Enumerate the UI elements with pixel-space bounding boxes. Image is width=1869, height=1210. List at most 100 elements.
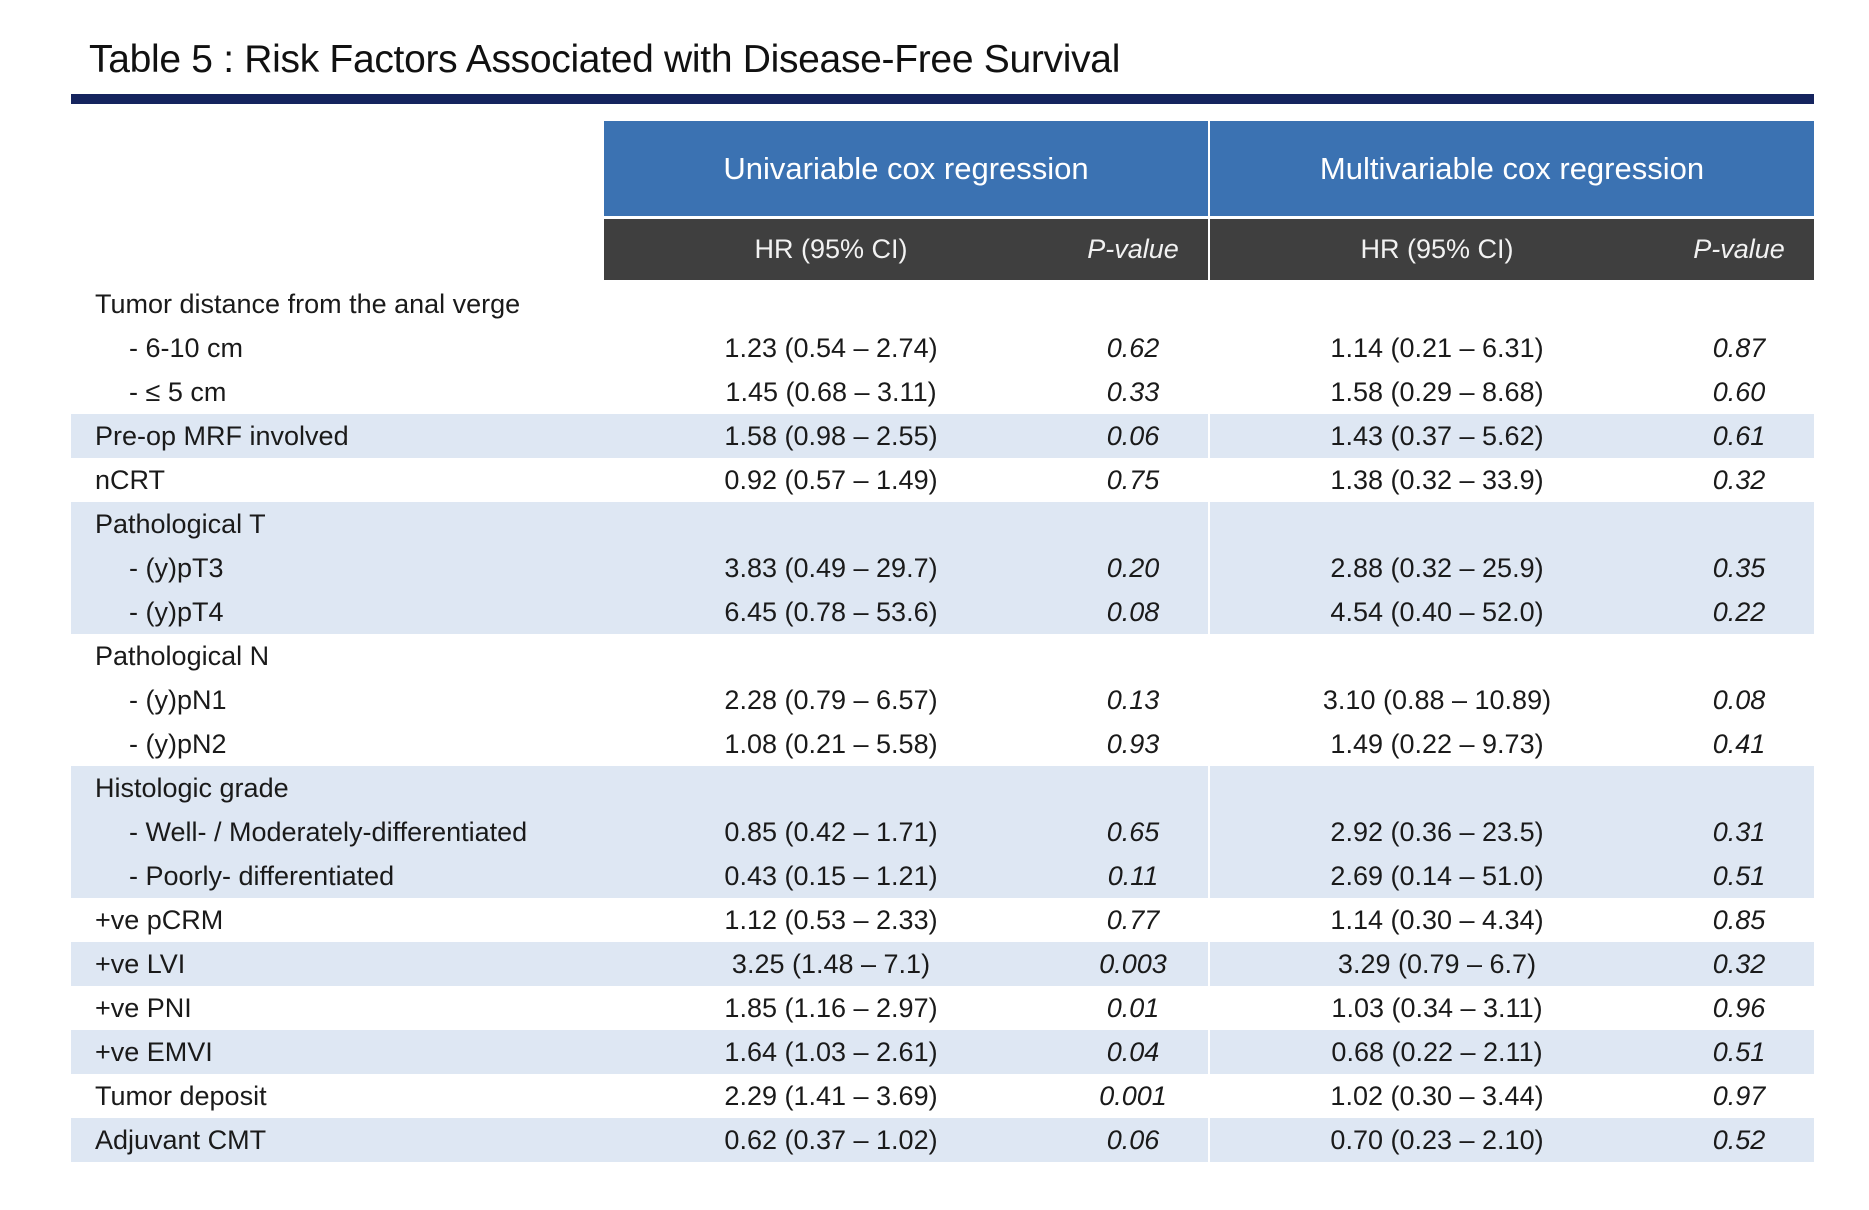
row-label: - ≤ 5 cm bbox=[129, 376, 227, 407]
group-divider bbox=[1208, 121, 1210, 1162]
row-label: Pathological T bbox=[95, 508, 266, 539]
uni-hr-cell: 0.43 (0.15 – 1.21) bbox=[724, 860, 938, 891]
row-label: - (y)pN1 bbox=[129, 684, 227, 715]
multi-p-cell: 0.32 bbox=[1712, 948, 1766, 979]
multi-hr-cell: 1.14 (0.30 – 4.34) bbox=[1330, 904, 1544, 935]
multi-p-cell: 0.52 bbox=[1712, 1124, 1766, 1155]
multi-hr-cell bbox=[1210, 766, 1664, 810]
row-label: Pathological N bbox=[95, 640, 270, 671]
row-label: Adjuvant CMT bbox=[95, 1124, 267, 1155]
multi-hr-cell: 1.58 (0.29 – 8.68) bbox=[1330, 376, 1544, 407]
multi-hr-cell: 2.88 (0.32 – 25.9) bbox=[1330, 552, 1544, 583]
uni-hr-cell: 1.12 (0.53 – 2.33) bbox=[724, 904, 938, 935]
multi-p-cell: 0.60 bbox=[1712, 376, 1766, 407]
uni-p-cell bbox=[1058, 766, 1208, 810]
multi-p-cell: 0.32 bbox=[1712, 464, 1766, 495]
uni-hr-column-header: HR (95% CI) bbox=[754, 234, 908, 264]
table-row: - (y)pT4 6.45 (0.78 – 53.6) 0.08 4.54 (0.40… bbox=[71, 590, 1814, 634]
table-row: nCRT 0.92 (0.57 – 1.49) 0.75 1.38 (0.32 – 3… bbox=[71, 458, 1814, 502]
uni-hr-cell: 0.85 (0.42 – 1.71) bbox=[724, 816, 938, 847]
uni-p-cell: 0.003 bbox=[1099, 948, 1167, 979]
table-body: Tumor distance from the anal verge - 6-10… bbox=[71, 282, 1814, 1162]
row-label: Tumor distance from the anal verge bbox=[95, 288, 521, 319]
multi-p-cell: 0.51 bbox=[1712, 1036, 1766, 1067]
uni-p-cell bbox=[1058, 634, 1208, 678]
univariable-subheader: HR (95% CI) P-value bbox=[604, 219, 1208, 280]
multi-hr-cell bbox=[1210, 282, 1664, 326]
uni-p-cell bbox=[1058, 282, 1208, 326]
multi-hr-cell: 3.29 (0.79 – 6.7) bbox=[1337, 948, 1537, 979]
uni-hr-cell: 0.92 (0.57 – 1.49) bbox=[724, 464, 938, 495]
uni-p-cell: 0.65 bbox=[1106, 816, 1160, 847]
row-label: +ve LVI bbox=[95, 948, 186, 979]
uni-p-cell: 0.06 bbox=[1106, 420, 1160, 451]
uni-p-cell: 0.13 bbox=[1106, 684, 1160, 715]
row-label: nCRT bbox=[95, 464, 166, 495]
title-rule bbox=[71, 94, 1814, 104]
uni-p-cell: 0.75 bbox=[1106, 464, 1160, 495]
table-row: +ve pCRM 1.12 (0.53 – 2.33) 0.77 1.14 (0.30… bbox=[71, 898, 1814, 942]
multi-p-cell bbox=[1664, 634, 1814, 678]
multi-p-cell: 0.08 bbox=[1712, 684, 1766, 715]
uni-hr-cell: 1.85 (1.16 – 2.97) bbox=[724, 992, 938, 1023]
multi-hr-cell: 1.43 (0.37 – 5.62) bbox=[1330, 420, 1544, 451]
multi-hr-cell: 4.54 (0.40 – 52.0) bbox=[1330, 596, 1544, 627]
table-row: Adjuvant CMT 0.62 (0.37 – 1.02) 0.06 0.70 (… bbox=[71, 1118, 1814, 1162]
multi-hr-cell: 1.38 (0.32 – 33.9) bbox=[1330, 464, 1544, 495]
multivariable-subheader: HR (95% CI) P-value bbox=[1210, 219, 1814, 280]
table-row: - Well- / Moderately-differentiated 0.85 … bbox=[71, 810, 1814, 854]
uni-hr-cell bbox=[604, 634, 1058, 678]
multi-hr-cell: 3.10 (0.88 – 10.89) bbox=[1322, 684, 1552, 715]
row-label: Histologic grade bbox=[95, 772, 289, 803]
uni-p-column-header: P-value bbox=[1087, 234, 1179, 264]
uni-hr-cell: 6.45 (0.78 – 53.6) bbox=[724, 596, 938, 627]
row-label: +ve EMVI bbox=[95, 1036, 213, 1067]
row-label: - (y)pN2 bbox=[129, 728, 227, 759]
table-row: Histologic grade bbox=[71, 766, 1814, 810]
uni-p-cell: 0.77 bbox=[1106, 904, 1160, 935]
uni-p-cell: 0.01 bbox=[1106, 992, 1160, 1023]
multi-hr-column-header: HR (95% CI) bbox=[1360, 234, 1514, 264]
uni-hr-cell: 1.08 (0.21 – 5.58) bbox=[724, 728, 938, 759]
row-label: - Poorly- differentiated bbox=[129, 860, 395, 891]
multi-hr-cell bbox=[1210, 502, 1664, 546]
table-title: Table 5 : Risk Factors Associated with D… bbox=[89, 38, 1121, 81]
uni-hr-cell: 3.83 (0.49 – 29.7) bbox=[724, 552, 938, 583]
multi-hr-cell: 1.14 (0.21 – 6.31) bbox=[1330, 332, 1544, 363]
row-label: - (y)pT4 bbox=[129, 596, 224, 627]
row-label: +ve pCRM bbox=[95, 904, 224, 935]
row-label: - 6-10 cm bbox=[129, 332, 244, 363]
table-row: +ve LVI 3.25 (1.48 – 7.1) 0.003 3.29 (0.79 … bbox=[71, 942, 1814, 986]
uni-p-cell: 0.001 bbox=[1099, 1080, 1167, 1111]
multi-p-cell bbox=[1664, 282, 1814, 326]
multi-p-cell: 0.61 bbox=[1712, 420, 1766, 451]
multi-p-cell bbox=[1664, 766, 1814, 810]
table-row: - Poorly- differentiated 0.43 (0.15 – 1.2… bbox=[71, 854, 1814, 898]
multi-hr-cell: 1.49 (0.22 – 9.73) bbox=[1330, 728, 1544, 759]
table-row: - ≤ 5 cm 1.45 (0.68 – 3.11) 0.33 1.58 (0.29… bbox=[71, 370, 1814, 414]
multi-p-cell: 0.51 bbox=[1712, 860, 1766, 891]
table-row: - (y)pT3 3.83 (0.49 – 29.7) 0.20 2.88 (0.32… bbox=[71, 546, 1814, 590]
multi-hr-cell: 0.70 (0.23 – 2.10) bbox=[1330, 1124, 1544, 1155]
table-row: Tumor deposit 2.29 (1.41 – 3.69) 0.001 1.02… bbox=[71, 1074, 1814, 1118]
multi-p-cell: 0.22 bbox=[1712, 596, 1766, 627]
table-row: +ve PNI 1.85 (1.16 – 2.97) 0.01 1.03 (0.34 … bbox=[71, 986, 1814, 1030]
uni-hr-cell: 1.45 (0.68 – 3.11) bbox=[725, 376, 937, 407]
multi-hr-cell bbox=[1210, 634, 1664, 678]
multi-p-cell: 0.87 bbox=[1712, 332, 1766, 363]
table-row: - 6-10 cm 1.23 (0.54 – 2.74) 0.62 1.14 (0.2… bbox=[71, 326, 1814, 370]
table-row: Pre-op MRF involved 1.58 (0.98 – 2.55) 0.0… bbox=[71, 414, 1814, 458]
row-label: - (y)pT3 bbox=[129, 552, 224, 583]
multi-hr-cell: 0.68 (0.22 – 2.11) bbox=[1331, 1036, 1543, 1067]
multi-hr-cell: 1.02 (0.30 – 3.44) bbox=[1330, 1080, 1544, 1111]
uni-p-cell: 0.33 bbox=[1106, 376, 1160, 407]
uni-hr-cell: 1.64 (1.03 – 2.61) bbox=[724, 1036, 938, 1067]
uni-p-cell: 0.11 bbox=[1107, 860, 1159, 891]
uni-p-cell: 0.20 bbox=[1106, 552, 1160, 583]
multi-p-column-header: P-value bbox=[1693, 234, 1785, 264]
multi-p-cell: 0.96 bbox=[1712, 992, 1766, 1023]
uni-hr-cell: 3.25 (1.48 – 7.1) bbox=[731, 948, 931, 979]
uni-hr-cell: 1.23 (0.54 – 2.74) bbox=[724, 332, 938, 363]
multi-p-cell: 0.35 bbox=[1712, 552, 1766, 583]
multi-p-cell: 0.31 bbox=[1712, 816, 1766, 847]
